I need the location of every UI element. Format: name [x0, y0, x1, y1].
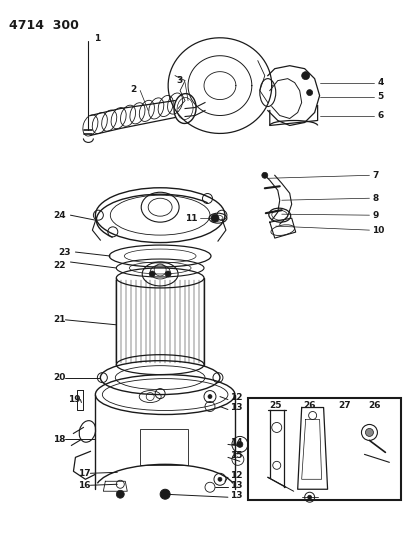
Circle shape	[308, 495, 312, 499]
Text: 3: 3	[177, 76, 183, 85]
Circle shape	[218, 477, 222, 481]
Text: 20: 20	[53, 373, 65, 382]
Text: 12: 12	[230, 471, 242, 480]
Text: 10: 10	[372, 225, 385, 235]
Text: 13: 13	[230, 491, 242, 500]
Text: 27: 27	[338, 401, 351, 410]
Text: 26: 26	[368, 401, 381, 410]
Text: 6: 6	[377, 111, 383, 120]
Text: 8: 8	[372, 193, 379, 203]
Text: 13: 13	[230, 403, 242, 412]
Text: 21: 21	[53, 316, 65, 324]
Text: 26: 26	[303, 401, 316, 410]
Text: 4714  300: 4714 300	[9, 19, 79, 32]
Circle shape	[149, 271, 155, 277]
Circle shape	[365, 429, 374, 437]
Text: 19: 19	[68, 395, 81, 404]
Circle shape	[262, 172, 268, 179]
Text: 11: 11	[185, 214, 198, 223]
Bar	[140, 430, 188, 465]
Text: 12: 12	[230, 393, 242, 402]
Text: 22: 22	[53, 261, 65, 270]
Text: 2: 2	[130, 85, 136, 94]
Text: 25: 25	[270, 401, 282, 410]
Text: 23: 23	[58, 247, 70, 256]
Circle shape	[302, 71, 309, 79]
Circle shape	[211, 214, 219, 222]
Text: 7: 7	[372, 171, 379, 180]
Text: 24: 24	[53, 211, 65, 220]
Circle shape	[307, 90, 313, 95]
Circle shape	[160, 489, 170, 499]
Circle shape	[208, 394, 212, 399]
Text: 5: 5	[377, 92, 383, 101]
Text: 4: 4	[377, 78, 384, 87]
Circle shape	[116, 490, 124, 498]
Circle shape	[237, 441, 243, 447]
Text: 13: 13	[230, 481, 242, 490]
Text: 14: 14	[230, 438, 242, 447]
Bar	[248, 398, 401, 500]
Text: 16: 16	[78, 481, 90, 490]
Text: 18: 18	[53, 435, 65, 444]
Text: 9: 9	[372, 211, 379, 220]
Text: 17: 17	[78, 469, 90, 478]
Circle shape	[165, 271, 171, 277]
Text: 1: 1	[95, 34, 101, 43]
Text: 15: 15	[230, 451, 242, 460]
